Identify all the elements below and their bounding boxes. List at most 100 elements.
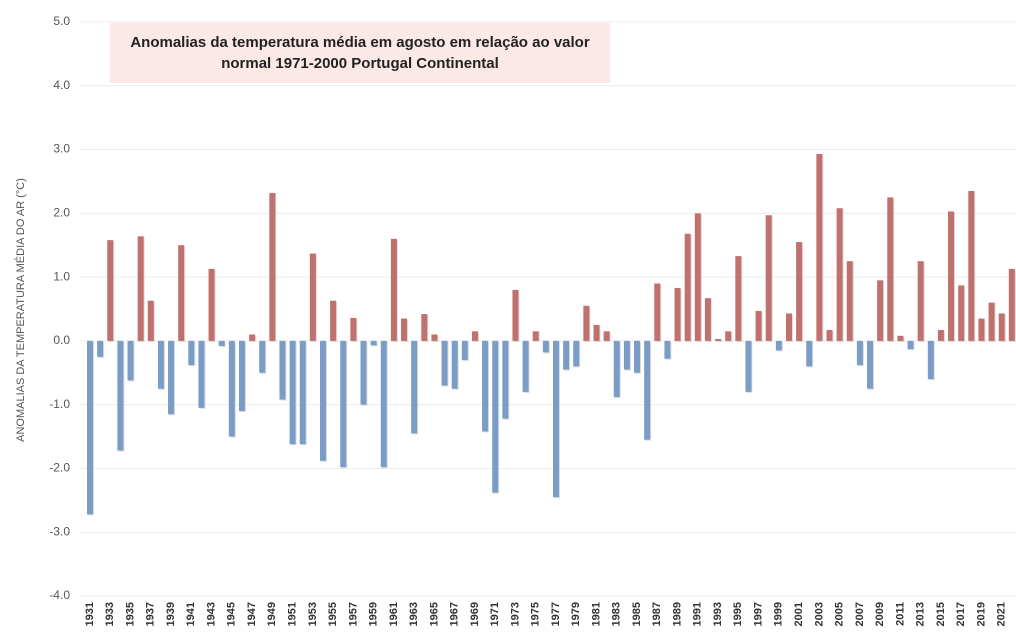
x-tick-label: 1959 (368, 602, 380, 626)
bar (785, 313, 792, 341)
x-tick-label: 1975 (530, 602, 542, 626)
x-tick-label: 1971 (489, 602, 501, 626)
x-tick-label: 1931 (84, 602, 96, 626)
bar (593, 324, 600, 341)
x-tick-label: 1989 (671, 602, 683, 626)
bar (198, 340, 205, 408)
x-tick-label: 1969 (469, 602, 481, 626)
x-tick-label: 1985 (631, 602, 643, 626)
bar (259, 340, 266, 373)
bar (147, 300, 154, 341)
bar (289, 340, 296, 445)
bar (998, 313, 1005, 341)
bar (208, 268, 215, 341)
bar (765, 215, 772, 341)
bar (279, 340, 286, 400)
bar (218, 340, 225, 346)
bar (735, 256, 742, 341)
bar (178, 245, 185, 341)
bar (512, 289, 519, 341)
y-tick-label: 4.0 (53, 78, 70, 92)
x-tick-label: 1953 (307, 602, 319, 626)
bar (927, 340, 934, 380)
bar (340, 340, 347, 468)
bar (157, 340, 164, 389)
x-tick-label: 1937 (145, 602, 157, 626)
bar (644, 340, 651, 440)
x-tick-label: 1981 (590, 602, 602, 626)
bar (451, 340, 458, 389)
y-tick-label: -2.0 (49, 461, 70, 475)
bar (461, 340, 468, 361)
bar (684, 233, 691, 341)
y-tick-label: 1.0 (53, 269, 70, 283)
bar (370, 340, 377, 346)
bar (401, 318, 408, 341)
x-tick-label: 2017 (955, 602, 967, 626)
chart-title: Anomalias da temperatura média em agosto… (110, 23, 610, 83)
x-tick-label: 2013 (915, 602, 927, 626)
bar (755, 310, 762, 341)
x-tick-label: 1949 (266, 602, 278, 626)
x-tick-label: 1955 (327, 602, 339, 626)
bar (674, 287, 681, 341)
bar (380, 340, 387, 468)
x-tick-label: 2011 (894, 602, 906, 626)
bar (299, 340, 306, 445)
x-tick-label: 1943 (205, 602, 217, 626)
bar (97, 340, 104, 357)
bar (654, 283, 661, 341)
x-tick-label: 2019 (975, 602, 987, 626)
bar (107, 240, 114, 341)
bar (816, 154, 823, 341)
bar (917, 261, 924, 341)
bar (968, 191, 975, 341)
x-tick-label: 1945 (226, 602, 238, 626)
bar (796, 242, 803, 341)
bar (269, 192, 276, 341)
bar (826, 330, 833, 341)
x-tick-label: 2015 (935, 602, 947, 626)
bar (978, 318, 985, 341)
bar (806, 340, 813, 367)
bar-shadow (716, 339, 723, 342)
bar (421, 314, 428, 341)
bar (542, 340, 549, 353)
bar (431, 334, 438, 341)
bar (715, 338, 722, 341)
x-tick-label: 1997 (752, 602, 764, 626)
bar (168, 340, 175, 415)
bar (350, 317, 357, 341)
bar (492, 340, 499, 493)
bar (897, 335, 904, 341)
bar (249, 334, 256, 341)
x-tick-label: 1973 (509, 602, 521, 626)
bar (603, 331, 610, 341)
bar (856, 340, 863, 366)
bar (937, 330, 944, 341)
x-tick-label: 2005 (834, 602, 846, 626)
bar (1008, 268, 1015, 341)
x-tick-label: 2007 (854, 602, 866, 626)
bar (664, 340, 671, 359)
x-tick-label: 1965 (428, 602, 440, 626)
bar (228, 340, 235, 437)
bar (390, 238, 397, 341)
bar (634, 340, 641, 373)
bar (725, 331, 732, 341)
bar (522, 340, 529, 392)
bar (411, 340, 418, 434)
bar (188, 340, 195, 366)
bar (482, 340, 489, 432)
bar (502, 340, 509, 419)
bar (704, 298, 711, 341)
bar (613, 340, 620, 398)
bar (573, 340, 580, 367)
y-tick-label: -3.0 (49, 524, 70, 538)
y-tick-label: 0.0 (53, 333, 70, 347)
bar (623, 340, 630, 370)
bar (309, 253, 316, 341)
x-tick-label: 1961 (388, 602, 400, 626)
bar (836, 208, 843, 341)
